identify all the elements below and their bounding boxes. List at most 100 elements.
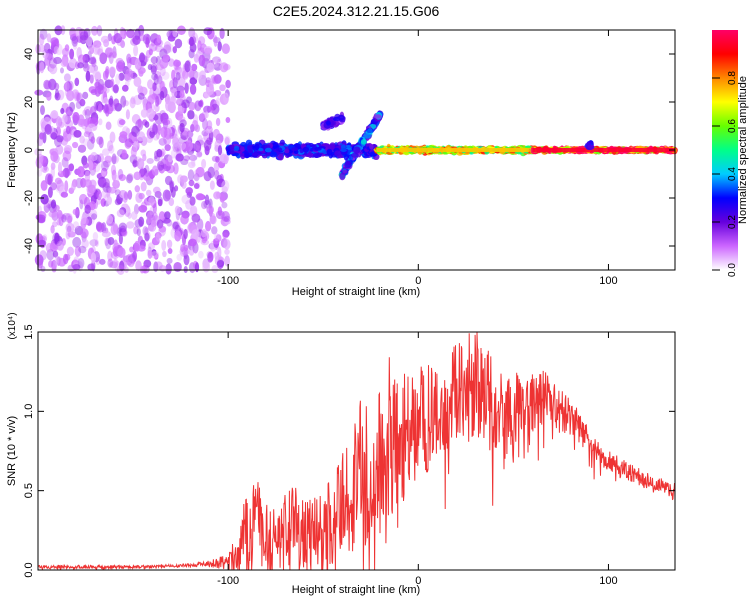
spectrogram-cell [240,152,246,160]
spectrogram-cell [168,197,175,207]
spectrogram-cell [52,232,61,245]
spectrogram-cell [223,215,231,223]
spectrogram-cell [214,232,220,242]
spectrogram-cell [89,74,94,84]
spectrogram-cell [191,213,201,223]
spectrogram-cell [67,216,72,224]
spectrogram-cell [108,98,114,105]
spectrogram-cell [198,113,206,123]
spectrogram-cell [66,80,71,93]
spectrogram-cell [88,159,94,171]
spectrogram-cell [132,35,141,46]
spectrogram-cell [191,63,198,72]
spectrogram-cell [213,162,220,172]
spectrogram-cell [82,109,87,116]
spectrogram-cell [71,89,80,99]
spectrogram-cell [67,264,75,272]
spectrogram-cell [118,174,127,182]
spectrogram-cell [46,33,52,43]
spectrogram-cell [108,66,116,76]
spectrogram-cell [221,180,230,192]
spectrogram-cell [156,124,162,136]
spectrogram-cell [56,219,62,226]
spectrogram-cell [159,58,169,69]
spectrogram-cell [92,70,101,78]
snr-x-tick-label: 0 [415,575,421,587]
spectrogram-cell [215,210,225,220]
spectrogram-cell [204,111,209,119]
spectrogram-cell [279,139,285,146]
spectrogram-cell [338,114,345,121]
spectrogram-cell [39,132,45,140]
spectrogram-cell [154,190,162,198]
spectrogram-cell [84,108,91,120]
spectrogram-cell [174,230,182,242]
spectrogram-cell [54,88,60,99]
spectrogram-cell [360,138,367,145]
spectrogram-cell [184,140,194,152]
spectrogram-cell [229,144,235,151]
spectrogram-cell [67,80,74,91]
spectrogram-cell [177,76,186,87]
spectrogram-cell [173,162,179,175]
spectrogram-cell [158,225,166,237]
spectrogram-cell [198,36,206,46]
spectrogram-cell [121,149,128,159]
spectrogram-cell [206,62,215,73]
spectrogram-y-label: Frequency (Hz) [6,112,18,188]
spectrogram-x-label: Height of straight line (km) [292,286,420,298]
spectrogram-cell [215,117,221,127]
spectrogram-cell [89,239,99,247]
spectrogram-cell [194,262,200,273]
figure-title: C2E5.2024.312.21.15.G06 [273,3,440,19]
snr-frame [37,331,676,571]
spectrogram-cell [188,39,195,46]
spectrogram-cell [61,214,67,223]
spectrogram-cell [221,186,228,194]
spectrogram-cell [150,250,160,259]
spectrogram-cell [160,126,168,138]
spectrogram-cell [39,61,45,74]
spectrogram-cell [55,115,62,128]
spectrogram-cell [180,214,189,225]
spectrogram-cell [136,158,145,170]
spectrogram-cell [113,33,123,44]
spectrogram-cell [114,198,122,206]
spectrogram-cell [106,214,114,225]
spectrogram-cell [195,139,205,146]
spectrogram-cell [142,96,148,108]
spectrogram-cell [164,144,171,152]
spectrogram-cell [156,219,164,229]
spectrogram-cell [326,120,331,126]
spectrogram-cell [286,153,291,158]
spectrogram-y-tick-label: 40 [23,48,35,60]
spectrogram-cell [154,39,164,48]
spectrogram-cell [57,89,65,101]
spectrogram-cell [118,222,128,233]
spectrogram-cell [212,238,220,245]
spectrogram-cell [150,56,158,64]
spectrogram-cell [127,190,133,200]
spectrogram-cell [172,221,179,230]
spectrogram-cell [167,35,176,42]
spectrogram-cell [119,131,128,139]
spectrogram-cell [118,119,126,126]
spectrogram-cell [61,157,69,168]
spectrogram-cell [217,41,222,52]
spectrogram-cell [193,173,200,182]
spectrogram-cell [73,130,82,138]
spectrogram-cell [206,120,213,130]
spectrogram-cell [223,92,229,105]
spectrogram-cell [72,236,82,248]
spectrogram-cell [151,165,159,176]
spectrogram-cell [213,191,221,200]
spectrogram-cell [223,239,231,250]
spectrogram-cell [129,97,136,109]
spectrogram-cell [217,145,223,156]
spectrogram-cell [125,109,130,120]
spectrogram-cell [142,226,149,236]
spectrogram-cell [125,138,133,148]
spectrogram-cell [208,130,214,143]
snr-panel: -100 0 100 0.0 0.5 1.0 1.5 Height of straight… [6,312,676,596]
spectrogram-cell [187,161,196,169]
